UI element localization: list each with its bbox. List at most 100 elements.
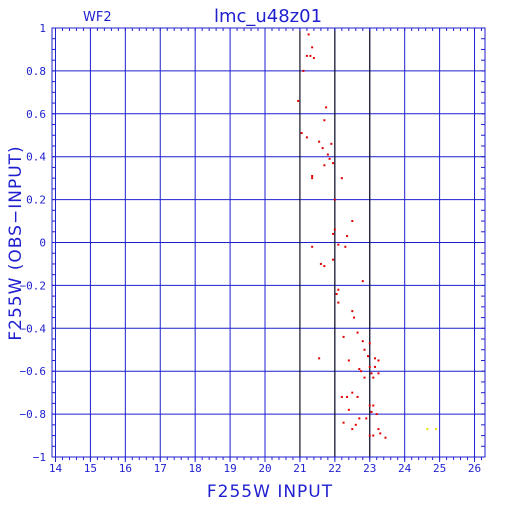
data-point	[368, 404, 371, 407]
y-tick-label: −0.2	[20, 279, 47, 292]
data-point	[374, 357, 377, 360]
data-point	[374, 365, 377, 368]
x-tick-label: 22	[328, 462, 341, 475]
data-point	[361, 280, 364, 283]
data-point	[377, 359, 380, 362]
chart-title: lmc_u48z01	[214, 6, 322, 27]
x-tick-label: 20	[258, 462, 271, 475]
data-point	[370, 372, 373, 375]
data-point	[365, 417, 368, 420]
data-point	[346, 395, 349, 398]
data-point	[377, 428, 380, 431]
data-point	[358, 417, 361, 420]
data-point	[372, 376, 375, 379]
data-point	[384, 436, 387, 439]
data-point	[297, 99, 300, 102]
data-point	[300, 132, 303, 135]
data-point	[351, 220, 354, 223]
data-point	[302, 69, 305, 72]
y-tick-label: 0.2	[26, 194, 46, 207]
data-point	[305, 54, 308, 57]
data-point	[311, 177, 314, 180]
data-point	[372, 404, 375, 407]
data-point	[356, 331, 359, 334]
data-point	[354, 423, 357, 426]
x-axis-label: F255W INPUT	[207, 482, 333, 502]
data-point	[367, 355, 370, 358]
data-point	[311, 175, 314, 178]
data-point	[346, 235, 349, 238]
data-point	[347, 408, 350, 411]
data-points	[297, 33, 438, 439]
data-point	[332, 232, 335, 235]
data-point	[337, 288, 340, 291]
data-point	[309, 54, 312, 57]
y-tick-label: −0.8	[20, 408, 47, 421]
data-point	[342, 421, 345, 424]
data-point	[347, 359, 350, 362]
y-tick-label: −0.6	[20, 365, 47, 378]
data-point	[363, 376, 366, 379]
data-point	[379, 432, 382, 435]
y-tick-label: 1	[39, 22, 46, 35]
y-tick-label: 0.8	[26, 65, 46, 78]
y-tick-label: −1	[33, 451, 46, 464]
data-point	[426, 428, 429, 431]
data-point	[351, 310, 354, 313]
data-point	[332, 258, 335, 261]
data-point	[370, 410, 373, 413]
data-point	[326, 153, 329, 156]
data-point	[372, 434, 375, 437]
data-point	[323, 164, 326, 167]
data-point	[351, 391, 354, 394]
data-point	[323, 265, 326, 268]
data-point	[319, 262, 322, 265]
data-point	[312, 57, 315, 60]
x-tick-label: 19	[223, 462, 236, 475]
data-point	[344, 245, 347, 248]
data-point	[377, 372, 380, 375]
data-point	[321, 147, 324, 150]
data-point	[368, 434, 371, 437]
tick-labels: 14 15 16 17 18 19 20 21 22 23 24 25 26 −1 −0.8 −0.6 −0.4…	[20, 22, 485, 475]
y-tick-label: 0.4	[26, 151, 46, 164]
data-point	[351, 428, 354, 431]
data-point	[353, 316, 356, 319]
data-point	[337, 301, 340, 304]
data-point	[342, 335, 345, 338]
y-tick-label: −0.4	[20, 322, 47, 335]
chip-label: WF2	[83, 10, 112, 25]
data-point	[356, 395, 359, 398]
x-tick-label: 16	[119, 462, 132, 475]
x-tick-label: 26	[468, 462, 481, 475]
y-tick-label: 0.6	[26, 108, 46, 121]
data-point	[325, 106, 328, 109]
data-point	[330, 142, 333, 145]
reference-lines	[299, 28, 371, 457]
x-tick-label: 21	[293, 462, 306, 475]
data-point	[318, 357, 321, 360]
data-point	[332, 162, 335, 165]
data-point	[360, 370, 363, 373]
y-tick-label: 0	[39, 237, 46, 250]
x-tick-label: 14	[49, 462, 63, 475]
data-point	[318, 140, 321, 143]
data-point	[358, 368, 361, 371]
data-point	[361, 340, 364, 343]
x-tick-label: 18	[189, 462, 202, 475]
data-point	[340, 177, 343, 180]
x-tick-label: 17	[154, 462, 167, 475]
data-point	[363, 348, 366, 351]
data-point	[333, 198, 336, 201]
data-point	[307, 33, 310, 36]
y-axis-label: F255W (OBS−INPUT)	[6, 145, 26, 340]
x-tick-label: 23	[363, 462, 376, 475]
grid-lines	[52, 27, 485, 462]
x-tick-label: 25	[433, 462, 446, 475]
data-point	[368, 365, 371, 368]
data-point	[435, 428, 438, 431]
data-point	[323, 119, 326, 122]
data-point	[328, 157, 331, 160]
data-point	[333, 228, 336, 231]
